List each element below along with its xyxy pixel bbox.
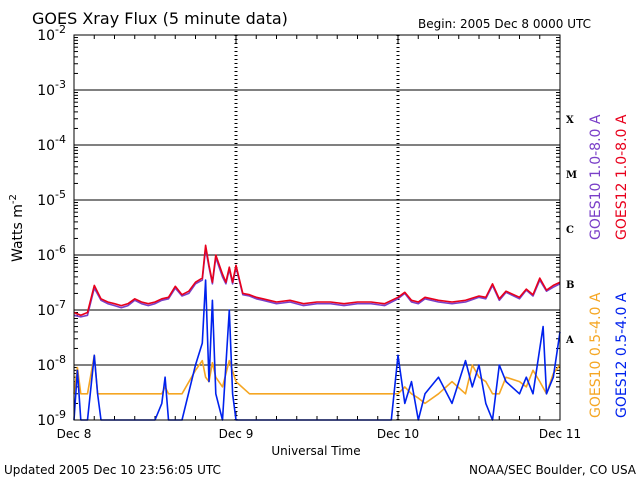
svg-text:Watts m-2: Watts m-2 (8, 194, 26, 262)
x-tick-label-1: Dec 9 (219, 427, 254, 441)
flare-class-m: M (566, 170, 577, 181)
flare-class-b: B (566, 280, 574, 291)
flare-class-x: X (566, 115, 574, 126)
x-tick-label-2: Dec 10 (377, 427, 419, 441)
y-tick-label-1: 10-3 (37, 78, 66, 99)
y-tick-label-2: 10-4 (37, 133, 66, 154)
x-tick-label-0: Dec 8 (57, 427, 92, 441)
legend-entry-2: GOES10 0.5-4.0 A (588, 292, 604, 418)
y-axis-label: Watts m-2 (8, 194, 26, 262)
series-line-1 (73, 244, 561, 317)
x-axis: Dec 8 Dec 9 Dec 10 Dec 11 (57, 35, 581, 441)
legend-entry-1: GOES12 1.0-8.0 A (614, 114, 630, 240)
y-axis: 10-2 10-3 10-4 10-5 10-6 10-7 10-8 10-9 (37, 23, 560, 429)
legend-entry-3: GOES12 0.5-4.0 A (614, 292, 630, 418)
x-tick-label-3: Dec 11 (539, 427, 581, 441)
series-line-2 (73, 354, 561, 405)
data-source: NOAA/SEC Boulder, CO USA (469, 463, 637, 477)
y-axis-label-superscript: -2 (8, 194, 19, 204)
flare-class-a: A (565, 335, 574, 346)
y-tick-label-3: 10-5 (37, 188, 66, 209)
y-tick-label-4: 10-6 (37, 243, 66, 264)
legend-entry-0: GOES10 1.0-8.0 A (588, 114, 604, 240)
y-tick-label-7: 10-9 (37, 408, 66, 429)
y-axis-label-text: Watts m (10, 204, 26, 262)
y-tick-label-6: 10-8 (37, 353, 66, 374)
series-lines (73, 244, 561, 421)
flare-class-markers: X M C B A (565, 115, 577, 346)
y-tick-label-0: 10-2 (37, 23, 66, 44)
y-tick-label-5: 10-7 (37, 298, 66, 319)
legend: GOES10 1.0-8.0 A GOES12 1.0-8.0 A GOES10 0… (588, 114, 630, 418)
series-line-3 (73, 279, 561, 421)
plot-frame (73, 34, 561, 421)
updated-timestamp: Updated 2005 Dec 10 23:56:05 UTC (4, 463, 221, 477)
series-line-0 (73, 247, 561, 318)
x-axis-label: Universal Time (271, 444, 360, 458)
chart-title: GOES Xray Flux (5 minute data) (32, 9, 288, 28)
flare-class-c: C (566, 225, 574, 236)
begin-time-label: Begin: 2005 Dec 8 0000 UTC (418, 17, 591, 31)
grid-lines (74, 34, 560, 421)
